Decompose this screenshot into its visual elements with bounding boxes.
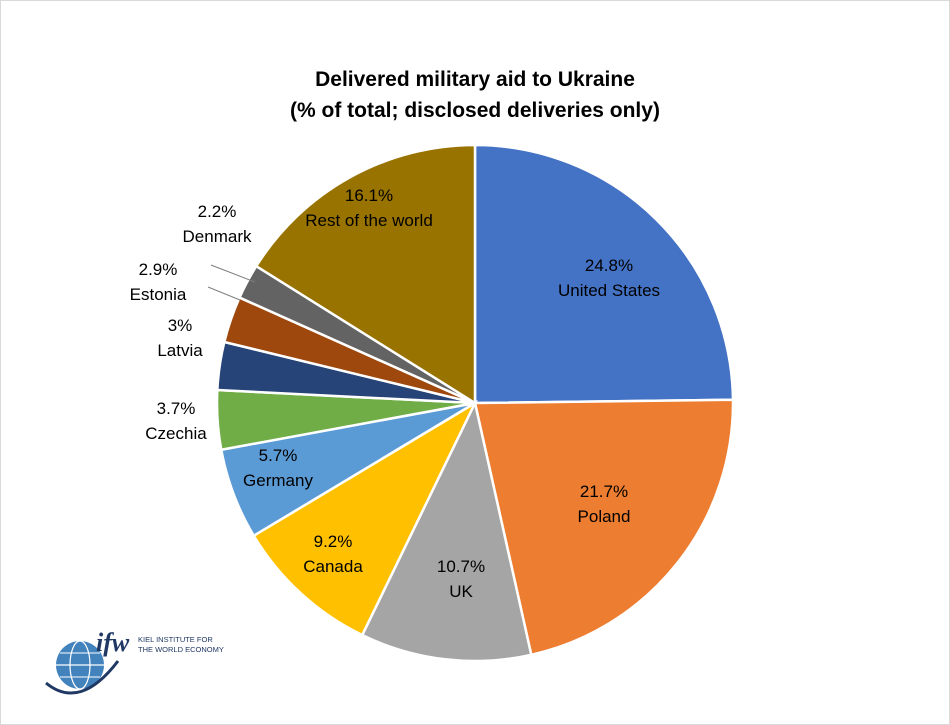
logo-line2: THE WORLD ECONOMY	[138, 645, 224, 654]
slice-value-label: 10.7%	[437, 557, 485, 576]
slice-label-estonia: 2.9% Estonia	[130, 260, 187, 304]
slice-value-label: 9.2%	[314, 532, 353, 551]
pie-slice-rest-of-the-world	[254, 143, 477, 406]
slice-label-rest-of-the-world: 16.1% Rest of the world	[305, 186, 433, 230]
slice-label-poland: 21.7% Poland	[578, 482, 631, 526]
slice-labels: 24.8% United States 21.7% Poland 10.7% UK 9.2%…	[130, 186, 660, 601]
slice-label-uk: 10.7% UK	[437, 557, 485, 601]
slice-category-label: Rest of the world	[305, 211, 433, 230]
slice-label-canada: 9.2% Canada	[303, 532, 363, 576]
slice-category-label: Denmark	[183, 227, 252, 246]
leader-lines	[207, 264, 256, 301]
chart-title-block: Delivered military aid to Ukraine (% of …	[0, 64, 950, 126]
slice-value-label: 16.1%	[345, 186, 393, 205]
leader-line	[210, 264, 256, 283]
globe-icon	[45, 640, 120, 695]
pie-slices	[215, 143, 735, 663]
pie-slice-uk	[360, 399, 533, 663]
slice-category-label: Estonia	[130, 285, 187, 304]
slice-category-label: Czechia	[145, 424, 207, 443]
chart-subtitle: (% of total; disclosed deliveries only)	[290, 99, 660, 122]
slice-value-label: 24.8%	[585, 256, 633, 275]
slice-label-germany: 5.7% Germany	[243, 446, 313, 490]
logo-mark: ifw	[96, 628, 130, 657]
slice-value-label: 2.9%	[139, 260, 178, 279]
slice-category-label: United States	[558, 281, 660, 300]
slice-category-label: Latvia	[157, 341, 203, 360]
pie-slice-united-states	[473, 143, 735, 405]
slice-category-label: UK	[449, 582, 473, 601]
slice-value-label: 3.7%	[157, 399, 196, 418]
leader-line	[207, 286, 241, 301]
chart-title: Delivered military aid to Ukraine	[315, 68, 635, 91]
pie-slice-canada	[252, 399, 478, 637]
slice-value-label: 5.7%	[259, 446, 298, 465]
slice-category-label: Canada	[303, 557, 363, 576]
slice-value-label: 21.7%	[580, 482, 628, 501]
slice-label-czechia: 3.7% Czechia	[145, 399, 207, 443]
pie-slice-poland	[473, 398, 735, 657]
ifw-logo: ifw KIEL INSTITUTE FOR THE WORLD ECONOMY	[45, 628, 224, 695]
slice-value-label: 3%	[168, 316, 193, 335]
logo-line1: KIEL INSTITUTE FOR	[138, 635, 213, 644]
slice-category-label: Poland	[578, 507, 631, 526]
slice-label-latvia: 3% Latvia	[157, 316, 203, 360]
slice-category-label: Germany	[243, 471, 313, 490]
slice-label-united-states: 24.8% United States	[558, 256, 660, 300]
slice-value-label: 2.2%	[198, 202, 237, 221]
slice-label-denmark: 2.2% Denmark	[183, 202, 252, 246]
